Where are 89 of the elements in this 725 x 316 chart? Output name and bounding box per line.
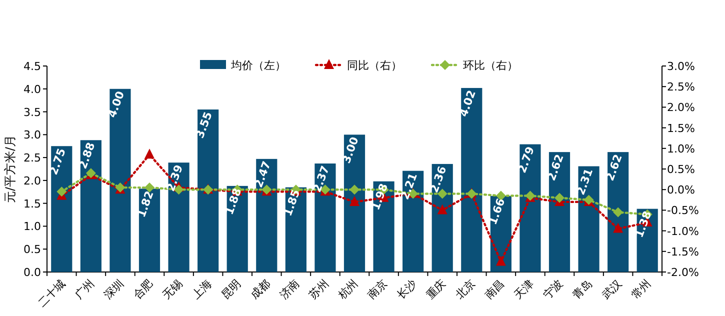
y-tick-label: 3.0 [24,128,41,142]
x-tick-label: 上海 [189,276,214,302]
point [350,196,360,206]
bar [168,162,190,272]
bar [110,88,131,272]
bar [520,144,541,272]
x-tick-label: 广州 [72,276,98,302]
data-label: 4.00 [106,89,128,120]
x-tick-label: 济南 [277,276,302,302]
data-label: 1.38 [632,209,654,240]
x-tick-label: 北京 [453,276,478,302]
x-tick-label: 天津 [512,276,536,302]
point [437,204,448,214]
bar [256,158,278,272]
y2-tick-label: 0.0% [667,184,695,197]
y-tick-label: 1.5 [24,197,41,210]
bar [226,186,248,272]
y2-tick-label: 3.0% [667,60,695,73]
data-label: 2.88 [76,140,98,171]
data-label: 1.66 [486,196,508,227]
point [496,256,506,266]
y-axis-title: 元/平方米/月 [3,134,17,204]
bar [80,140,102,272]
bar [461,88,482,272]
data-label: 1.85 [281,188,303,218]
data-label: 2.37 [310,164,332,194]
point [144,148,154,159]
point [554,192,564,203]
y2-tick-label: -2.0% [667,266,699,279]
point [613,222,624,233]
data-label: 1.98 [369,182,391,212]
y-tick-label: 2.0 [24,174,41,188]
point [56,186,67,197]
point [613,207,624,218]
bar [138,188,160,272]
y-tick-label: 0.5 [24,243,41,256]
y2-tick-label: -0.5% [667,204,699,218]
x-tick-label: 常州 [628,276,654,302]
data-label: 2.21 [398,171,420,202]
x-tick-label: 宁波 [540,276,566,302]
x-tick-label: 昆明 [218,276,244,302]
legend-label: 同比（右） [347,59,402,72]
data-label: 2.36 [428,164,450,194]
x-tick-label: 二十城 [35,276,68,310]
bar [198,109,219,272]
bar [608,152,629,272]
x-tick-label: 苏州 [306,276,332,302]
x-tick-label: 南昌 [482,276,508,302]
y2-tick-label: -1.5% [667,245,699,258]
y2-tick-label: 1.5% [667,122,695,135]
legend-label: 环比（右） [463,59,518,72]
x-tick-label: 杭州 [335,276,361,302]
legend-label: 均价（左） [230,59,286,72]
data-label: 2.62 [544,152,566,183]
x-tick-label: 成都 [248,276,273,302]
bar [578,166,600,272]
data-label: 2.39 [164,163,186,194]
bar [636,208,658,272]
x-tick-label: 长沙 [394,276,420,302]
bar [344,134,366,272]
x-tick-label: 武汉 [599,276,624,302]
y2-tick-label: 2.5% [667,80,695,94]
point [350,184,360,195]
y-tick-label: 3.5 [24,106,41,119]
x-tick-label: 重庆 [424,276,448,302]
data-label: 1.82 [134,189,156,220]
bar [402,170,424,272]
data-label: 1.88 [222,186,244,216]
x-tick-label: 合肥 [130,276,156,302]
y-tick-label: 4.0 [24,82,41,96]
bar [548,152,570,272]
y-tick-label: 0.0 [24,266,41,279]
y-tick-label: 1.0 [24,220,41,234]
bar [314,164,336,272]
bar [51,146,72,272]
x-tick-label: 无锡 [160,276,185,302]
y2-tick-label: 2.0% [667,101,695,114]
y2-tick-label: 0.5% [667,163,695,176]
y2-tick-label: -1.0% [667,224,699,238]
data-label: 4.02 [456,88,478,119]
y-tick-label: 4.5 [24,60,41,73]
bar [373,181,394,272]
x-tick-label: 深圳 [102,276,126,302]
data-label: 3.00 [340,134,362,166]
x-tick-label: 南京 [365,276,390,302]
y2-tick-label: 1.0% [667,142,695,156]
y-tick-label: 2.5 [24,152,41,165]
bar [432,164,453,272]
x-tick-label: 青岛 [570,276,595,302]
